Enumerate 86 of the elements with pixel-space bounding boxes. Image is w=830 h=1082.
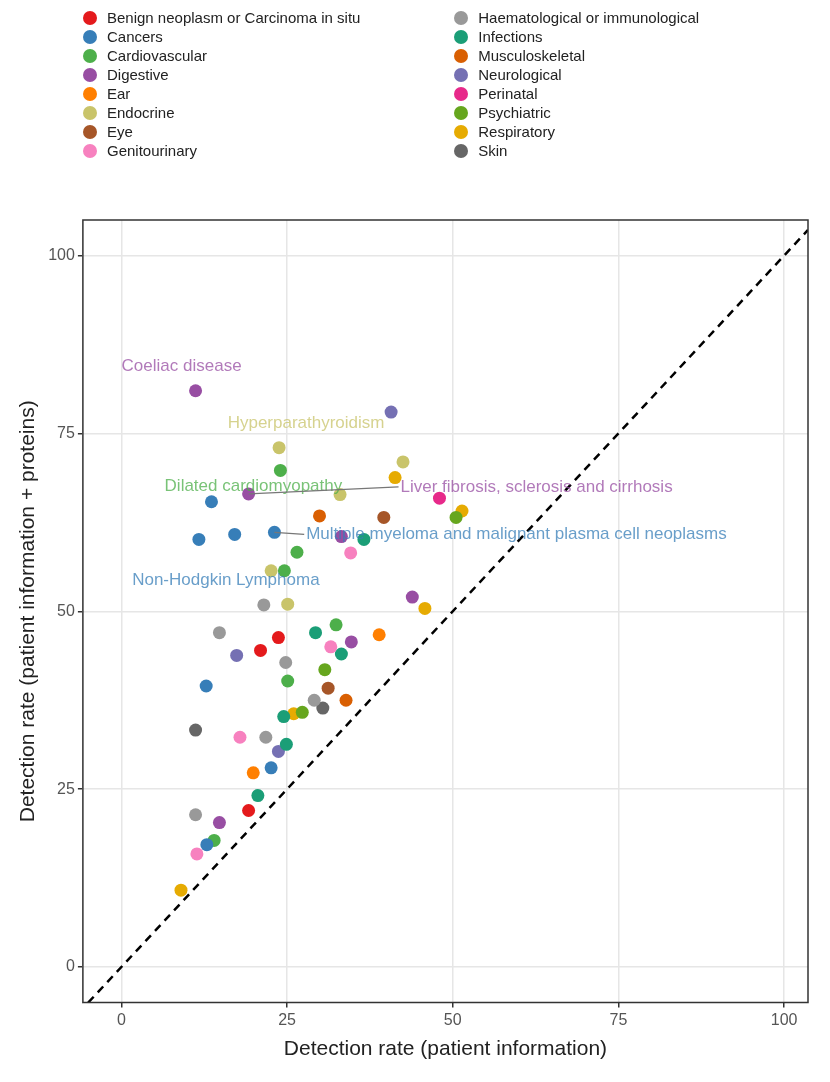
point	[257, 598, 271, 612]
point	[295, 705, 309, 719]
point	[279, 656, 293, 670]
point	[174, 883, 188, 897]
point	[190, 847, 204, 861]
y-tick-label: 100	[48, 245, 75, 263]
point	[307, 693, 321, 707]
point	[334, 647, 348, 661]
point	[449, 510, 463, 524]
y-tick-label: 0	[65, 957, 75, 975]
y-tick-label: 75	[57, 423, 75, 441]
x-tick-label: 75	[609, 1010, 628, 1028]
point	[290, 545, 304, 559]
point	[318, 663, 332, 677]
point	[324, 640, 338, 654]
x-tick-label: 50	[443, 1010, 462, 1028]
point	[264, 761, 278, 775]
point	[199, 679, 213, 693]
point	[228, 527, 242, 541]
point	[344, 546, 358, 560]
point	[372, 628, 386, 642]
point	[344, 635, 358, 649]
point	[189, 384, 203, 398]
legend-label: Psychiatric	[478, 104, 551, 121]
legend-label: Cardiovascular	[107, 47, 208, 64]
x-tick-label: 25	[278, 1010, 297, 1028]
x-tick-label: 0	[116, 1010, 126, 1028]
legend-label: Musculoskeletal	[478, 47, 585, 64]
point	[321, 681, 335, 695]
point	[254, 643, 268, 657]
legend-label: Benign neoplasm or Carcinoma in situ	[107, 9, 361, 26]
point	[396, 455, 410, 469]
point	[384, 405, 398, 419]
point	[233, 730, 247, 744]
y-tick-label: 50	[57, 601, 75, 619]
y-tick-label: 25	[57, 779, 75, 797]
point	[279, 737, 293, 751]
x-tick-label: 100	[770, 1010, 798, 1028]
point	[259, 730, 273, 744]
point	[204, 495, 218, 509]
point	[281, 597, 295, 611]
point	[189, 808, 203, 822]
point	[212, 816, 226, 830]
y-axis-title: Detection rate (patient information + proteins)	[15, 400, 39, 823]
legend-label: Endocrine	[107, 104, 175, 121]
point	[273, 463, 287, 477]
legend-label: Eye	[107, 123, 133, 140]
annotation: Coeliac disease	[121, 356, 242, 376]
point	[271, 631, 285, 645]
point	[189, 723, 203, 737]
legend-label: Perinatal	[478, 85, 538, 102]
point	[192, 532, 206, 546]
legend-label: Respiratory	[478, 123, 555, 140]
point	[246, 766, 260, 780]
point	[418, 601, 432, 615]
point	[388, 471, 402, 485]
legend-label: Neurological	[478, 66, 562, 83]
point	[281, 674, 295, 688]
point	[271, 744, 285, 758]
point	[377, 510, 391, 524]
legend-label: Digestive	[107, 66, 169, 83]
point	[309, 626, 323, 640]
legend-label: Skin	[478, 142, 508, 159]
legend-label: Infections	[478, 28, 543, 45]
legend-label: Ear	[107, 85, 131, 102]
point	[251, 789, 265, 803]
point	[272, 441, 286, 455]
annotation: Liver fibrosis, sclerosis and cirrhosis	[400, 476, 673, 496]
legend-label: Cancers	[107, 28, 163, 45]
point	[405, 590, 419, 604]
annotation: Hyperparathyroidism	[227, 413, 385, 433]
point	[230, 648, 244, 662]
point	[277, 710, 291, 724]
point	[242, 804, 256, 818]
point	[329, 618, 343, 632]
x-axis-title: Detection rate (patient information)	[283, 1036, 608, 1060]
point	[267, 525, 281, 539]
point	[212, 626, 226, 640]
legend-label: Haematological or immunological	[478, 9, 700, 26]
annotation: Non-Hodgkin Lymphoma	[132, 570, 321, 590]
point	[316, 701, 330, 715]
legend-label: Genitourinary	[107, 142, 198, 159]
point	[200, 838, 214, 852]
point	[313, 509, 327, 523]
point	[339, 693, 353, 707]
annotation: Dilated cardiomyopathy	[164, 476, 343, 496]
